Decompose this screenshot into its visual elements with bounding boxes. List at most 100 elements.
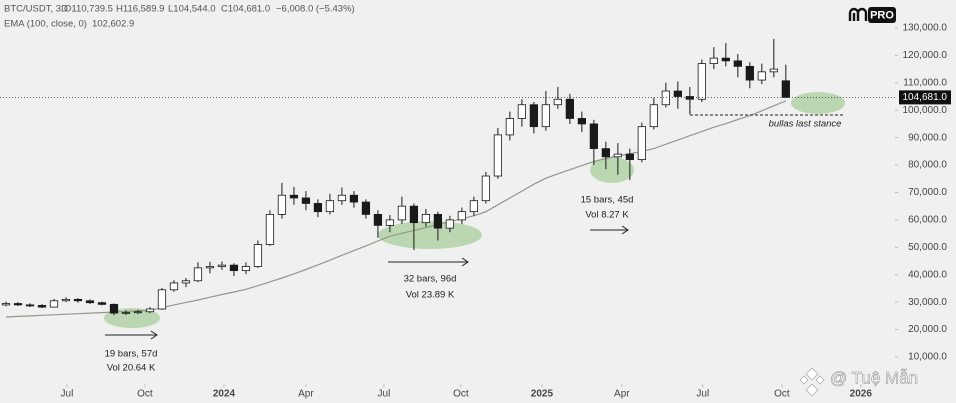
candle-body (145, 308, 155, 313)
candle-body (685, 96, 694, 100)
candle-body (541, 104, 550, 128)
candle-body (661, 90, 670, 106)
candle-body (481, 175, 491, 202)
candle-body (697, 63, 706, 100)
x-tick-label: Jul (378, 389, 391, 400)
annotation: 19 bars, 57d (105, 349, 158, 360)
x-tick-label: Jul (61, 389, 74, 400)
candle-body (493, 134, 503, 177)
candle-body (25, 304, 35, 307)
candle-body (673, 90, 682, 97)
y-tick-label: 80,000.0 (908, 160, 947, 171)
candle-body (433, 214, 443, 229)
candle-body (613, 153, 622, 158)
x-tick-label: Oct (453, 389, 469, 400)
candle-body (253, 244, 263, 267)
y-tick-label: 60,000.0 (908, 215, 947, 226)
arrow (388, 257, 469, 267)
candle-body (553, 98, 562, 106)
candle-body (193, 267, 203, 282)
candle-body (577, 118, 586, 125)
watermark-logo (799, 367, 825, 397)
candle-body (565, 98, 574, 119)
close-text: C104,681.0 (221, 4, 270, 15)
candle-body (637, 126, 646, 160)
watermark-text: @ Tuệ Mẫn (830, 368, 918, 387)
candle-body (229, 264, 239, 272)
candle-body (505, 118, 515, 136)
candle-body (409, 205, 419, 224)
y-tick-label: 30,000.0 (908, 297, 947, 308)
candle-body (289, 194, 299, 199)
x-tick-label: 2026 (850, 389, 873, 400)
highlight (378, 221, 482, 249)
x-tick-label: 2024 (213, 389, 236, 400)
x-tick-label: Oct (137, 389, 153, 400)
candle-body (385, 219, 395, 226)
candle-body (277, 194, 287, 215)
legend-ema-value: 102,602.9 (92, 19, 134, 30)
candle-body (469, 200, 479, 213)
candle-body (745, 65, 754, 81)
candle-body (169, 282, 179, 291)
candle-body (781, 80, 790, 98)
candle-body (61, 299, 71, 302)
candle-body (325, 200, 335, 213)
annotation: bullas last stance (769, 119, 842, 130)
ema-line (5, 100, 787, 318)
y-tick-label: 20,000.0 (908, 324, 947, 335)
legend-ema: EMA (100, close, 0) (4, 19, 87, 30)
candle-body (625, 153, 634, 160)
candle-body (457, 211, 467, 221)
candle-body (709, 57, 718, 65)
candle-body (397, 205, 407, 221)
annotation: Vol 23.89 K (406, 290, 455, 301)
low-text: L104,544.0 (168, 4, 216, 15)
y-tick-label: 40,000.0 (908, 269, 947, 280)
y-tick-label: 70,000.0 (908, 187, 947, 198)
candle-body (241, 266, 251, 272)
change-text: −6,008.0 (−5.43%) (276, 4, 355, 15)
candle-body (733, 60, 742, 67)
x-tick-label: Oct (774, 389, 790, 400)
candle-body (121, 312, 131, 314)
watermark: @ Tuệ Mẫn (799, 367, 918, 397)
highlight (590, 157, 634, 183)
x-tick-label: Apr (614, 389, 630, 400)
candle-body (445, 219, 455, 229)
candle-body (157, 289, 167, 310)
y-tick-label: 100,000.0 (903, 105, 948, 116)
candle-body (97, 302, 107, 305)
candle-body (313, 203, 323, 213)
candle-body (205, 266, 215, 269)
annotation: 15 bars, 45d (581, 195, 634, 206)
candle-body (181, 280, 191, 284)
candle-body (133, 311, 143, 314)
last-price-label: 104,681.0 (903, 92, 948, 103)
open-text: O110,739.5 (64, 4, 113, 15)
decorations (105, 100, 845, 340)
candle-body (517, 104, 527, 119)
candle-body (361, 201, 371, 215)
y-tick-label: 90,000.0 (908, 132, 947, 143)
badge-text: PRO (870, 9, 894, 21)
candle-body (85, 300, 95, 304)
candle-body (265, 214, 275, 245)
y-tick-label: 110,000.0 (903, 77, 947, 88)
candle-body (73, 299, 83, 302)
annotation: 32 bars, 96d (404, 274, 457, 285)
arrow (590, 225, 629, 235)
logo: PRO (848, 7, 896, 23)
symbol: BTC/USDT, 3D (4, 4, 68, 15)
x-tick-label: 2025 (531, 389, 554, 400)
x-tick-label: Apr (298, 389, 314, 400)
highlight (791, 92, 845, 114)
candle-body (721, 57, 730, 62)
last-price-box (899, 90, 951, 105)
arrow (105, 330, 158, 340)
candle-body (13, 303, 23, 306)
candle-body (757, 71, 766, 81)
candle-body (373, 214, 383, 226)
candle-body (301, 197, 311, 204)
